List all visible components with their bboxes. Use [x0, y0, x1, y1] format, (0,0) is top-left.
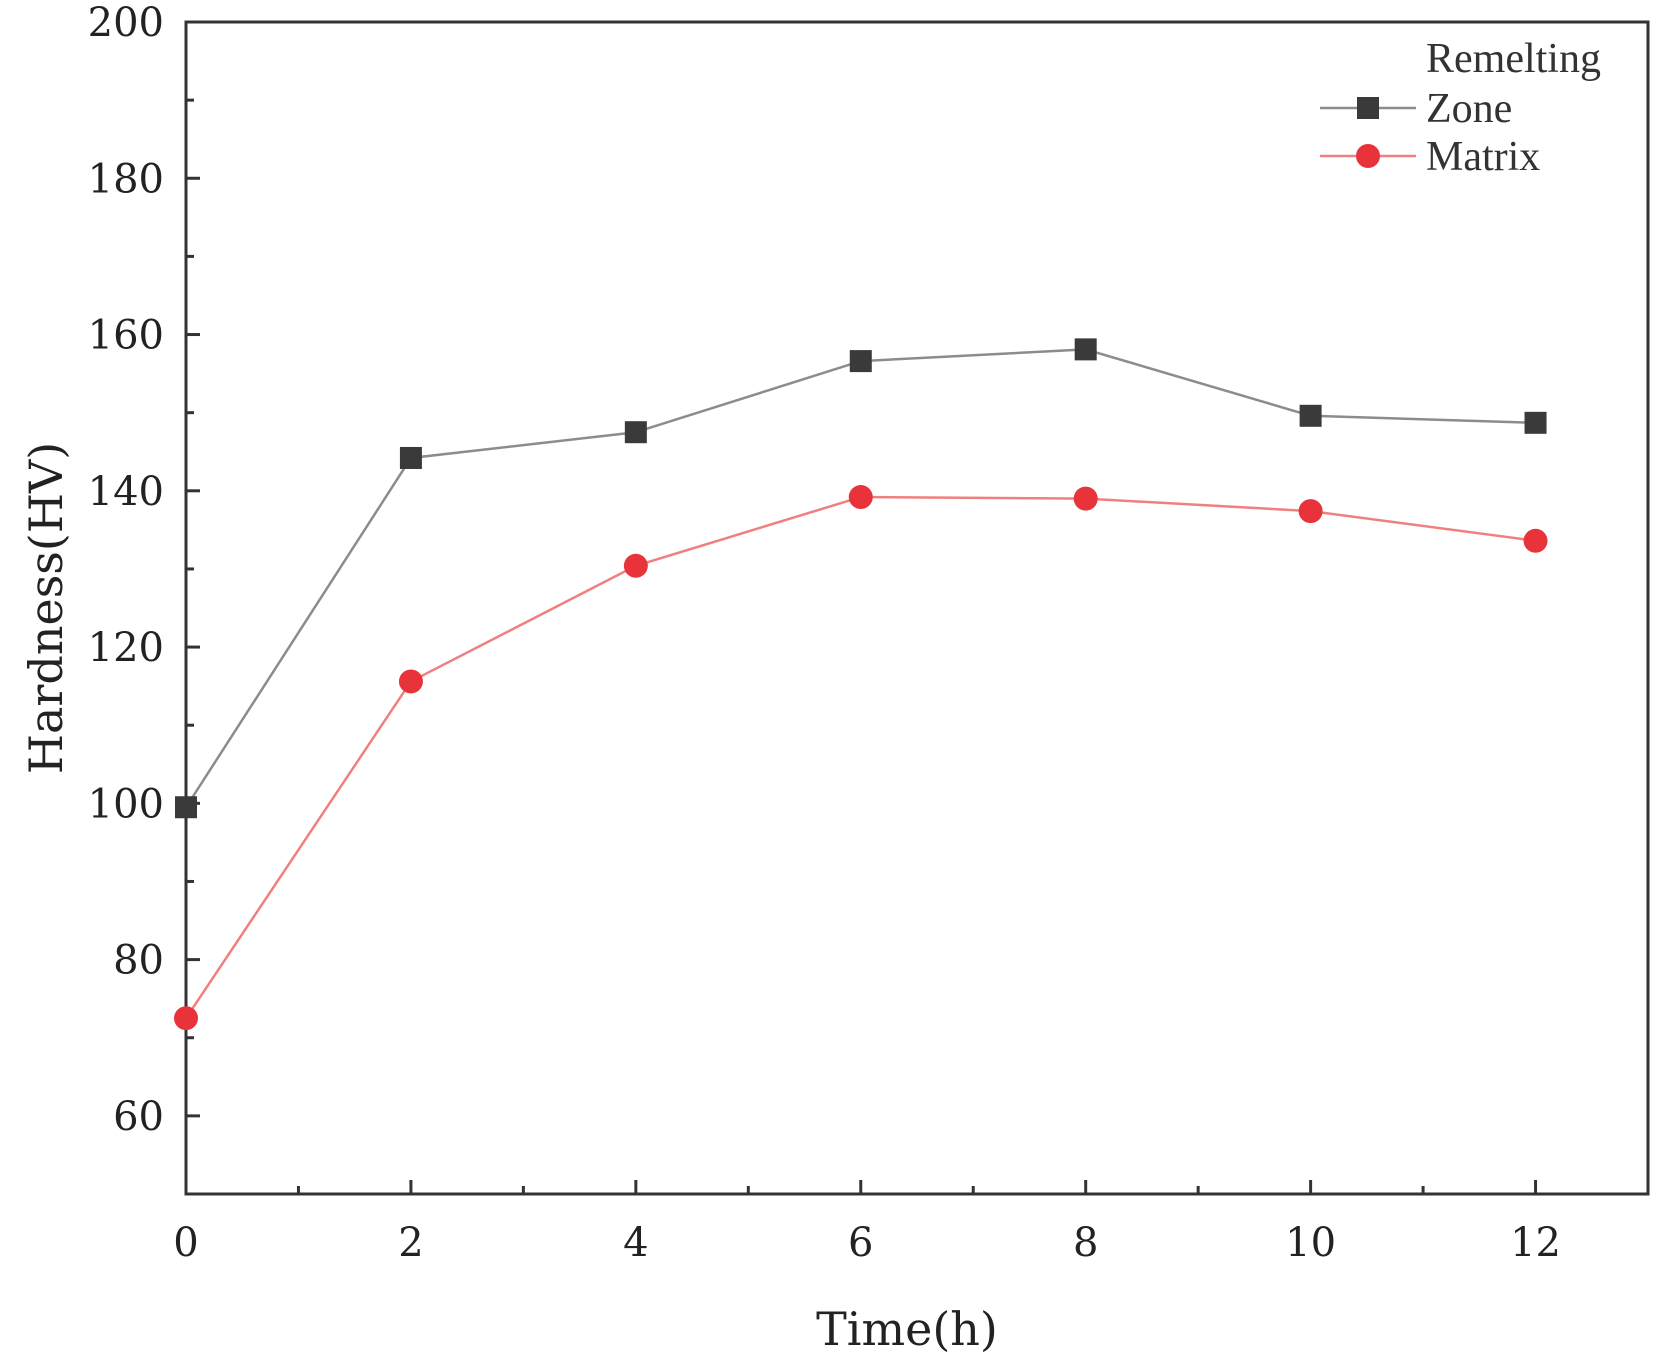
- x-tick-label: 6: [848, 1220, 873, 1266]
- x-tick-label: 8: [1073, 1220, 1098, 1266]
- x-tick-label: 2: [398, 1220, 423, 1266]
- x-axis-ticks: 0 2 4 6 8 10 12: [173, 1180, 1650, 1266]
- series-line-1: [184, 348, 1536, 808]
- y-tick-label: 180: [88, 156, 164, 202]
- series-line-2: [184, 495, 1536, 1019]
- plot-frame: [184, 20, 1650, 1196]
- data-point-square: [624, 421, 647, 444]
- data-point-circle: [174, 1006, 198, 1031]
- data-point-circle: [1073, 486, 1098, 511]
- data-point-square: [175, 796, 197, 819]
- x-tick-label: 0: [173, 1220, 198, 1266]
- y-tick-label: 120: [88, 625, 164, 671]
- x-tick-label: 10: [1285, 1220, 1336, 1266]
- data-point-square: [849, 350, 872, 373]
- data-point-square: [1074, 338, 1097, 361]
- legend-label: Matrix: [1426, 134, 1540, 180]
- data-point-square: [1524, 411, 1547, 434]
- data-point-circle: [398, 669, 423, 694]
- legend-marker-circle: [1356, 144, 1380, 168]
- y-axis-ticks: 60 80 100 120 140 160 180 200: [88, 0, 200, 1196]
- y-tick-label: 200: [88, 0, 164, 46]
- y-tick-label: 80: [113, 938, 164, 984]
- legend-marker-square: [1357, 97, 1379, 119]
- legend-label-line: Zone: [1426, 86, 1512, 132]
- legend-label-line: Remelting: [1426, 36, 1601, 82]
- data-point-circle: [1298, 499, 1323, 524]
- data-point-circle: [1523, 528, 1548, 553]
- y-tick-label: 160: [88, 313, 164, 359]
- data-point-circle: [848, 485, 873, 510]
- y-axis-title: Hardness(HV): [19, 442, 73, 774]
- x-tick-label: 4: [623, 1220, 648, 1266]
- y-tick-label: 140: [88, 469, 164, 515]
- data-point-square: [399, 446, 422, 469]
- x-axis-title: Time(h): [816, 1302, 998, 1356]
- x-tick-label: 12: [1510, 1220, 1561, 1266]
- y-tick-label: 60: [113, 1094, 164, 1140]
- data-point-circle: [623, 553, 648, 578]
- y-tick-label: 100: [88, 781, 164, 827]
- data-point-square: [1299, 404, 1322, 427]
- series-layer: [174, 338, 1548, 1031]
